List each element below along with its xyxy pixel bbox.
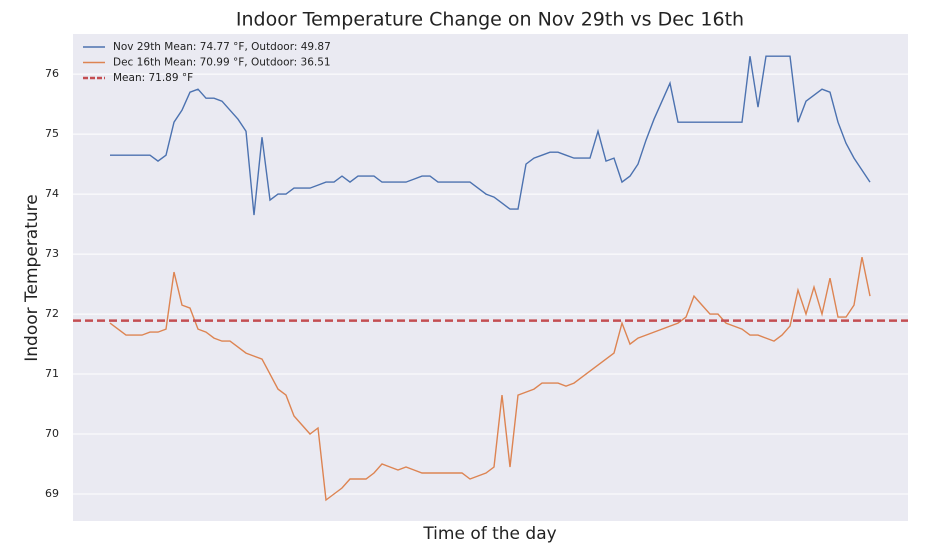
legend-label: Dec 16th Mean: 70.99 °F, Outdoor: 36.51 — [113, 57, 331, 69]
y-tick-label: 69 — [45, 487, 59, 500]
grid: 69 70 71 72 73 74 75 76 — [45, 67, 908, 500]
chart-title: Indoor Temperature Change on Nov 29th vs… — [236, 9, 744, 31]
legend-label: Mean: 71.89 °F — [113, 72, 193, 84]
series-line — [110, 55, 871, 216]
y-tick-label: 72 — [45, 307, 59, 320]
y-tick-label: 73 — [45, 247, 59, 260]
y-tick-label: 76 — [45, 67, 59, 80]
x-axis-label: Time of the day — [422, 524, 556, 544]
y-tick-label: 70 — [45, 427, 59, 440]
series-line — [109, 256, 871, 502]
y-tick-label: 75 — [45, 127, 59, 140]
legend: Nov 29th Mean: 74.77 °F, Outdoor: 49.87 D… — [83, 41, 331, 84]
y-axis-label: Indoor Temperature — [22, 194, 42, 361]
y-tick-label: 71 — [45, 367, 59, 380]
plot-area — [73, 34, 908, 521]
legend-label: Nov 29th Mean: 74.77 °F, Outdoor: 49.87 — [113, 41, 331, 53]
marks — [73, 55, 908, 502]
y-tick-label: 74 — [45, 187, 59, 200]
